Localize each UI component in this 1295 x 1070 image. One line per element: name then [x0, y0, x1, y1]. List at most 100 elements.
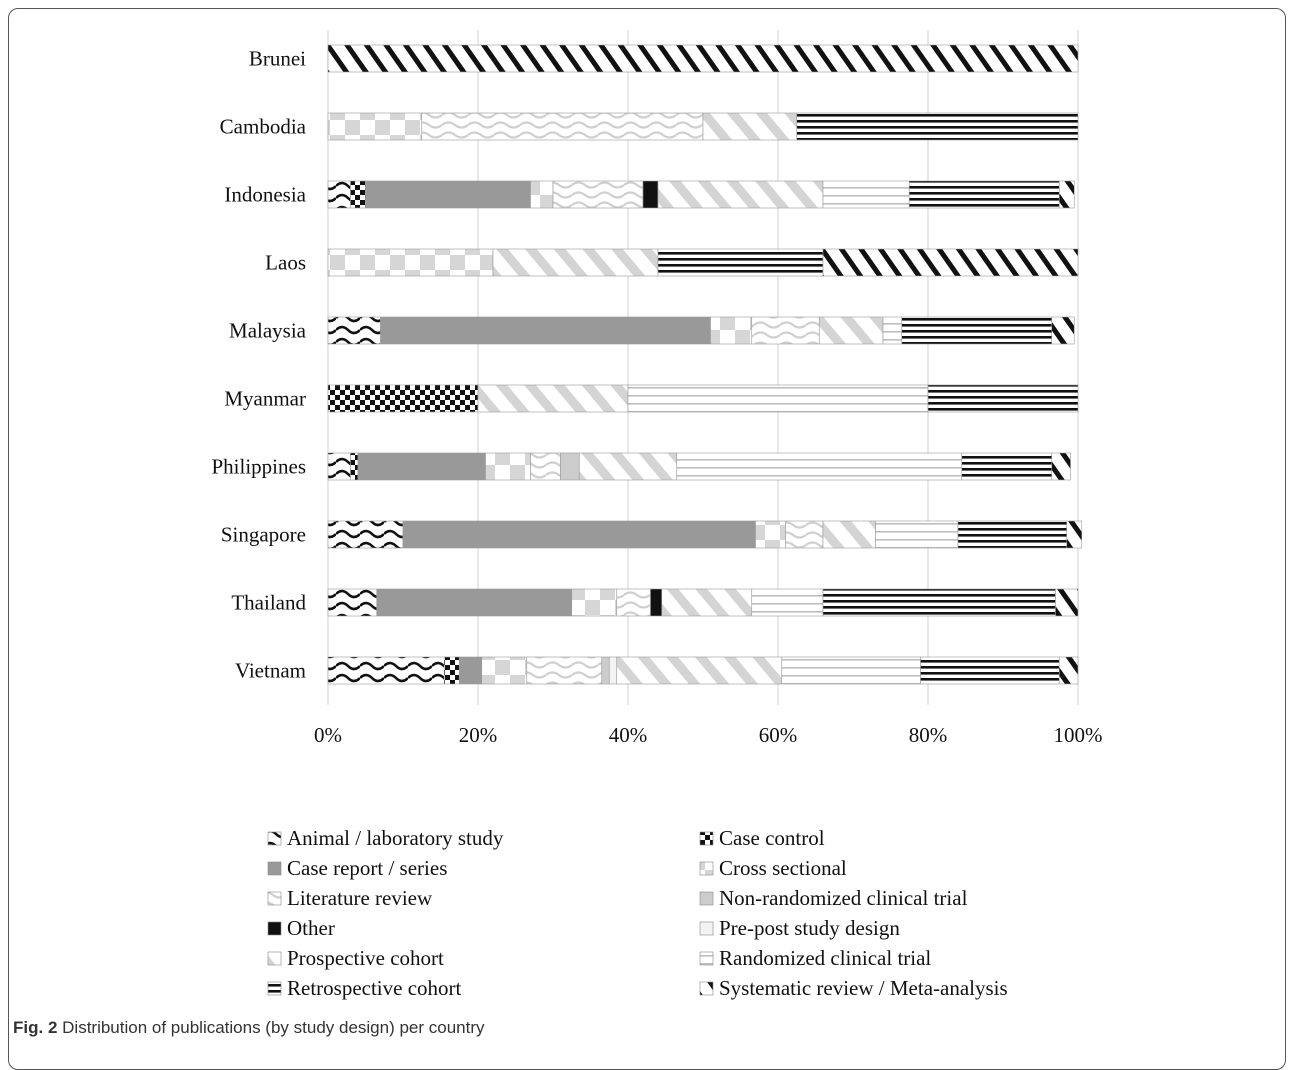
bar-segment-case-report-series [358, 453, 486, 480]
legend: Animal / laboratory study Case control Cas… [268, 826, 1008, 1000]
bar-segment-systematic-review-meta-analysis [328, 45, 1078, 72]
bar-segment-prospective-cohort [617, 657, 782, 684]
legend-label: Case report / series [287, 856, 447, 880]
category-label: Cambodia [220, 115, 307, 139]
legend-label: Prospective cohort [287, 946, 444, 970]
legend-label: Animal / laboratory study [287, 826, 504, 850]
bar-segment-literature-review [617, 589, 651, 616]
bar-segment-animal-laboratory-study [328, 521, 403, 548]
bar-segment-prospective-cohort [579, 453, 677, 480]
bar-segment-pre-post-study-design [609, 657, 617, 684]
legend-label: Pre-post study design [719, 916, 900, 940]
legend-swatch-literature-review [268, 892, 281, 905]
bar-segment-retrospective-cohort [958, 521, 1067, 548]
bar-segment-literature-review [786, 521, 824, 548]
bar-segment-literature-review [531, 453, 561, 480]
bar-segment-cross-sectional [531, 181, 554, 208]
bar-segment-randomized-clinical-trial [823, 181, 909, 208]
stacked-bar-chart: Brunei Cambodia Indonesia Laos Malaysia Myanm… [0, 0, 1295, 1048]
bar-segment-animal-laboratory-study [328, 317, 381, 344]
bar-segment-randomized-clinical-trial [752, 589, 823, 616]
category-label: Myanmar [224, 387, 306, 411]
bar-segment-prospective-cohort [823, 521, 876, 548]
bar-segment-animal-laboratory-study [328, 181, 351, 208]
bar-segment-systematic-review-meta-analysis [1059, 181, 1074, 208]
legend-swatch-prospective-cohort [268, 952, 281, 965]
bar-segment-literature-review [422, 113, 703, 140]
legend-label: Retrospective cohort [287, 976, 462, 1000]
bar-segment-systematic-review-meta-analysis [1052, 317, 1075, 344]
bar-segment-other [643, 181, 658, 208]
x-tick-label: 40% [609, 723, 648, 747]
bar-segment-cross-sectional [711, 317, 752, 344]
bar-segment-literature-review [527, 657, 602, 684]
bar-segment-systematic-review-meta-analysis [1067, 521, 1082, 548]
bar-segment-randomized-clinical-trial [876, 521, 959, 548]
bar-segment-retrospective-cohort [909, 181, 1059, 208]
bar-segment-prospective-cohort [662, 589, 752, 616]
category-labels: Brunei Cambodia Indonesia Laos Malaysia Myanm… [211, 47, 306, 683]
bar-segment-randomized-clinical-trial [782, 657, 921, 684]
bar-segment-prospective-cohort [493, 249, 658, 276]
legend-swatch-other [268, 922, 281, 935]
bar-segment-case-report-series [459, 657, 482, 684]
x-tick-label: 60% [759, 723, 798, 747]
bar-segment-retrospective-cohort [902, 317, 1052, 344]
bar-segment-prospective-cohort [478, 385, 628, 412]
category-label: Malaysia [229, 319, 307, 343]
bar-segment-cross-sectional [328, 249, 493, 276]
bar-segment-case-report-series [403, 521, 756, 548]
legend-label: Other [287, 916, 335, 940]
legend-label: Literature review [287, 886, 433, 910]
bar-segment-randomized-clinical-trial [883, 317, 902, 344]
category-label: Vietnam [235, 659, 306, 683]
x-axis-ticks: 0% 20% 40% 60% 80% 100% [314, 723, 1103, 747]
bar-segment-systematic-review-meta-analysis [1056, 589, 1079, 616]
bar-segment-retrospective-cohort [921, 657, 1060, 684]
bar-segment-other [651, 589, 662, 616]
x-tick-label: 80% [909, 723, 948, 747]
bar-segment-cross-sectional [756, 521, 786, 548]
legend-swatch-case-control [700, 832, 713, 845]
bar-segment-cross-sectional [572, 589, 617, 616]
bar-segment-case-control [351, 453, 359, 480]
legend-swatch-retrospective-cohort [268, 982, 281, 995]
bar-segment-animal-laboratory-study [328, 453, 351, 480]
figure-caption-text: Distribution of publications (by study d… [62, 1018, 484, 1037]
x-tick-label: 0% [314, 723, 342, 747]
legend-swatch-pre-post-study-design [700, 922, 713, 935]
bar-segment-systematic-review-meta-analysis [823, 249, 1078, 276]
bar-segment-animal-laboratory-study [328, 589, 377, 616]
bar-segment-case-report-series [377, 589, 572, 616]
category-label: Philippines [211, 455, 306, 479]
bar-segment-case-control [351, 181, 366, 208]
bar-segment-non-randomized-clinical-trial [602, 657, 610, 684]
legend-label: Non-randomized clinical trial [719, 886, 968, 910]
legend-swatch-animal-laboratory-study [268, 832, 281, 845]
bar-segment-retrospective-cohort [797, 113, 1078, 140]
bar-segment-case-control [328, 385, 478, 412]
legend-label: Case control [719, 826, 825, 850]
bar-segment-case-report-series [381, 317, 711, 344]
bar-segment-case-report-series [366, 181, 531, 208]
category-label: Brunei [249, 47, 306, 71]
category-label: Laos [265, 251, 306, 275]
x-tick-label: 100% [1054, 723, 1103, 747]
legend-label: Cross sectional [719, 856, 847, 880]
bar-segment-cross-sectional [328, 113, 422, 140]
bar-segment-retrospective-cohort [658, 249, 823, 276]
bar-segment-literature-review [752, 317, 820, 344]
legend-swatch-systematic-review-meta-analysis [700, 982, 713, 995]
bar-segment-case-control [444, 657, 459, 684]
bar-segment-prospective-cohort [658, 181, 823, 208]
bar-segment-systematic-review-meta-analysis [1052, 453, 1071, 480]
bar-segment-cross-sectional [486, 453, 531, 480]
legend-swatch-cross-sectional [700, 862, 713, 875]
bar-segment-prospective-cohort [703, 113, 797, 140]
legend-label: Randomized clinical trial [719, 946, 931, 970]
bar-segment-prospective-cohort [819, 317, 883, 344]
bar-segment-randomized-clinical-trial [628, 385, 928, 412]
bar-segment-systematic-review-meta-analysis [1059, 657, 1078, 684]
legend-label: Systematic review / Meta-analysis [719, 976, 1008, 1000]
figure-number: Fig. 2 [13, 1018, 57, 1037]
